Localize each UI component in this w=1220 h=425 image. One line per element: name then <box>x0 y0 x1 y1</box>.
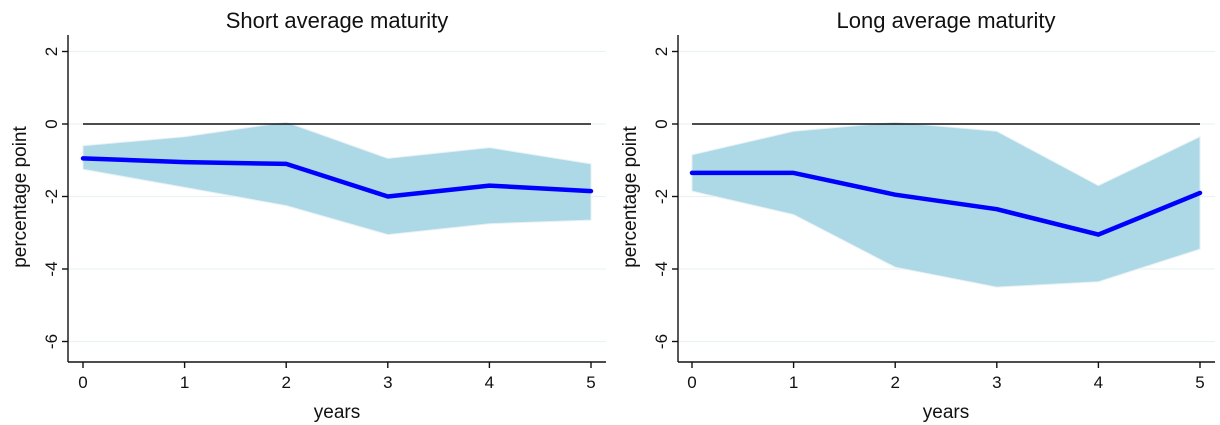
y-tick-label: -6 <box>652 334 671 349</box>
x-tick-label: 2 <box>890 373 899 392</box>
x-tick-label: 4 <box>485 373 494 392</box>
y-tick-label: -2 <box>652 189 671 204</box>
x-axis-label: years <box>314 402 360 423</box>
x-tick-label: 5 <box>1195 373 1204 392</box>
y-tick-label: 2 <box>652 47 671 56</box>
plot-area <box>62 35 606 368</box>
y-tick-label: -6 <box>42 334 61 349</box>
x-tick-label: 3 <box>383 373 392 392</box>
y-tick-label: 2 <box>42 47 61 56</box>
x-tick-label: 3 <box>992 373 1001 392</box>
y-tick-label: -4 <box>652 261 671 276</box>
x-tick-label: 4 <box>1094 373 1103 392</box>
confidence-band <box>691 121 1201 288</box>
y-axis-label: percentage point <box>10 126 31 268</box>
y-tick-label: 0 <box>42 119 61 128</box>
plot-area <box>672 35 1215 368</box>
x-axis-label: years <box>923 402 969 423</box>
x-tick-label: 2 <box>281 373 290 392</box>
chart-title: Long average maturity <box>837 8 1056 33</box>
series-line <box>689 170 1203 237</box>
x-tick-label: 1 <box>180 373 189 392</box>
panel-long-average-maturity: Long average maturity years percentage p… <box>620 8 1215 423</box>
y-tick-label: -4 <box>42 261 61 276</box>
x-tick-label: 5 <box>586 373 595 392</box>
x-tick-label: 0 <box>687 373 696 392</box>
y-tick-label: -2 <box>42 189 61 204</box>
x-tick-label: 0 <box>78 373 87 392</box>
series-line <box>80 156 594 199</box>
panel-short-average-maturity: Short average maturity years percentage … <box>10 8 606 423</box>
x-tick-label: 1 <box>789 373 798 392</box>
y-axis-label: percentage point <box>620 126 641 268</box>
y-tick-label: 0 <box>652 119 671 128</box>
chart-title: Short average maturity <box>226 8 449 33</box>
